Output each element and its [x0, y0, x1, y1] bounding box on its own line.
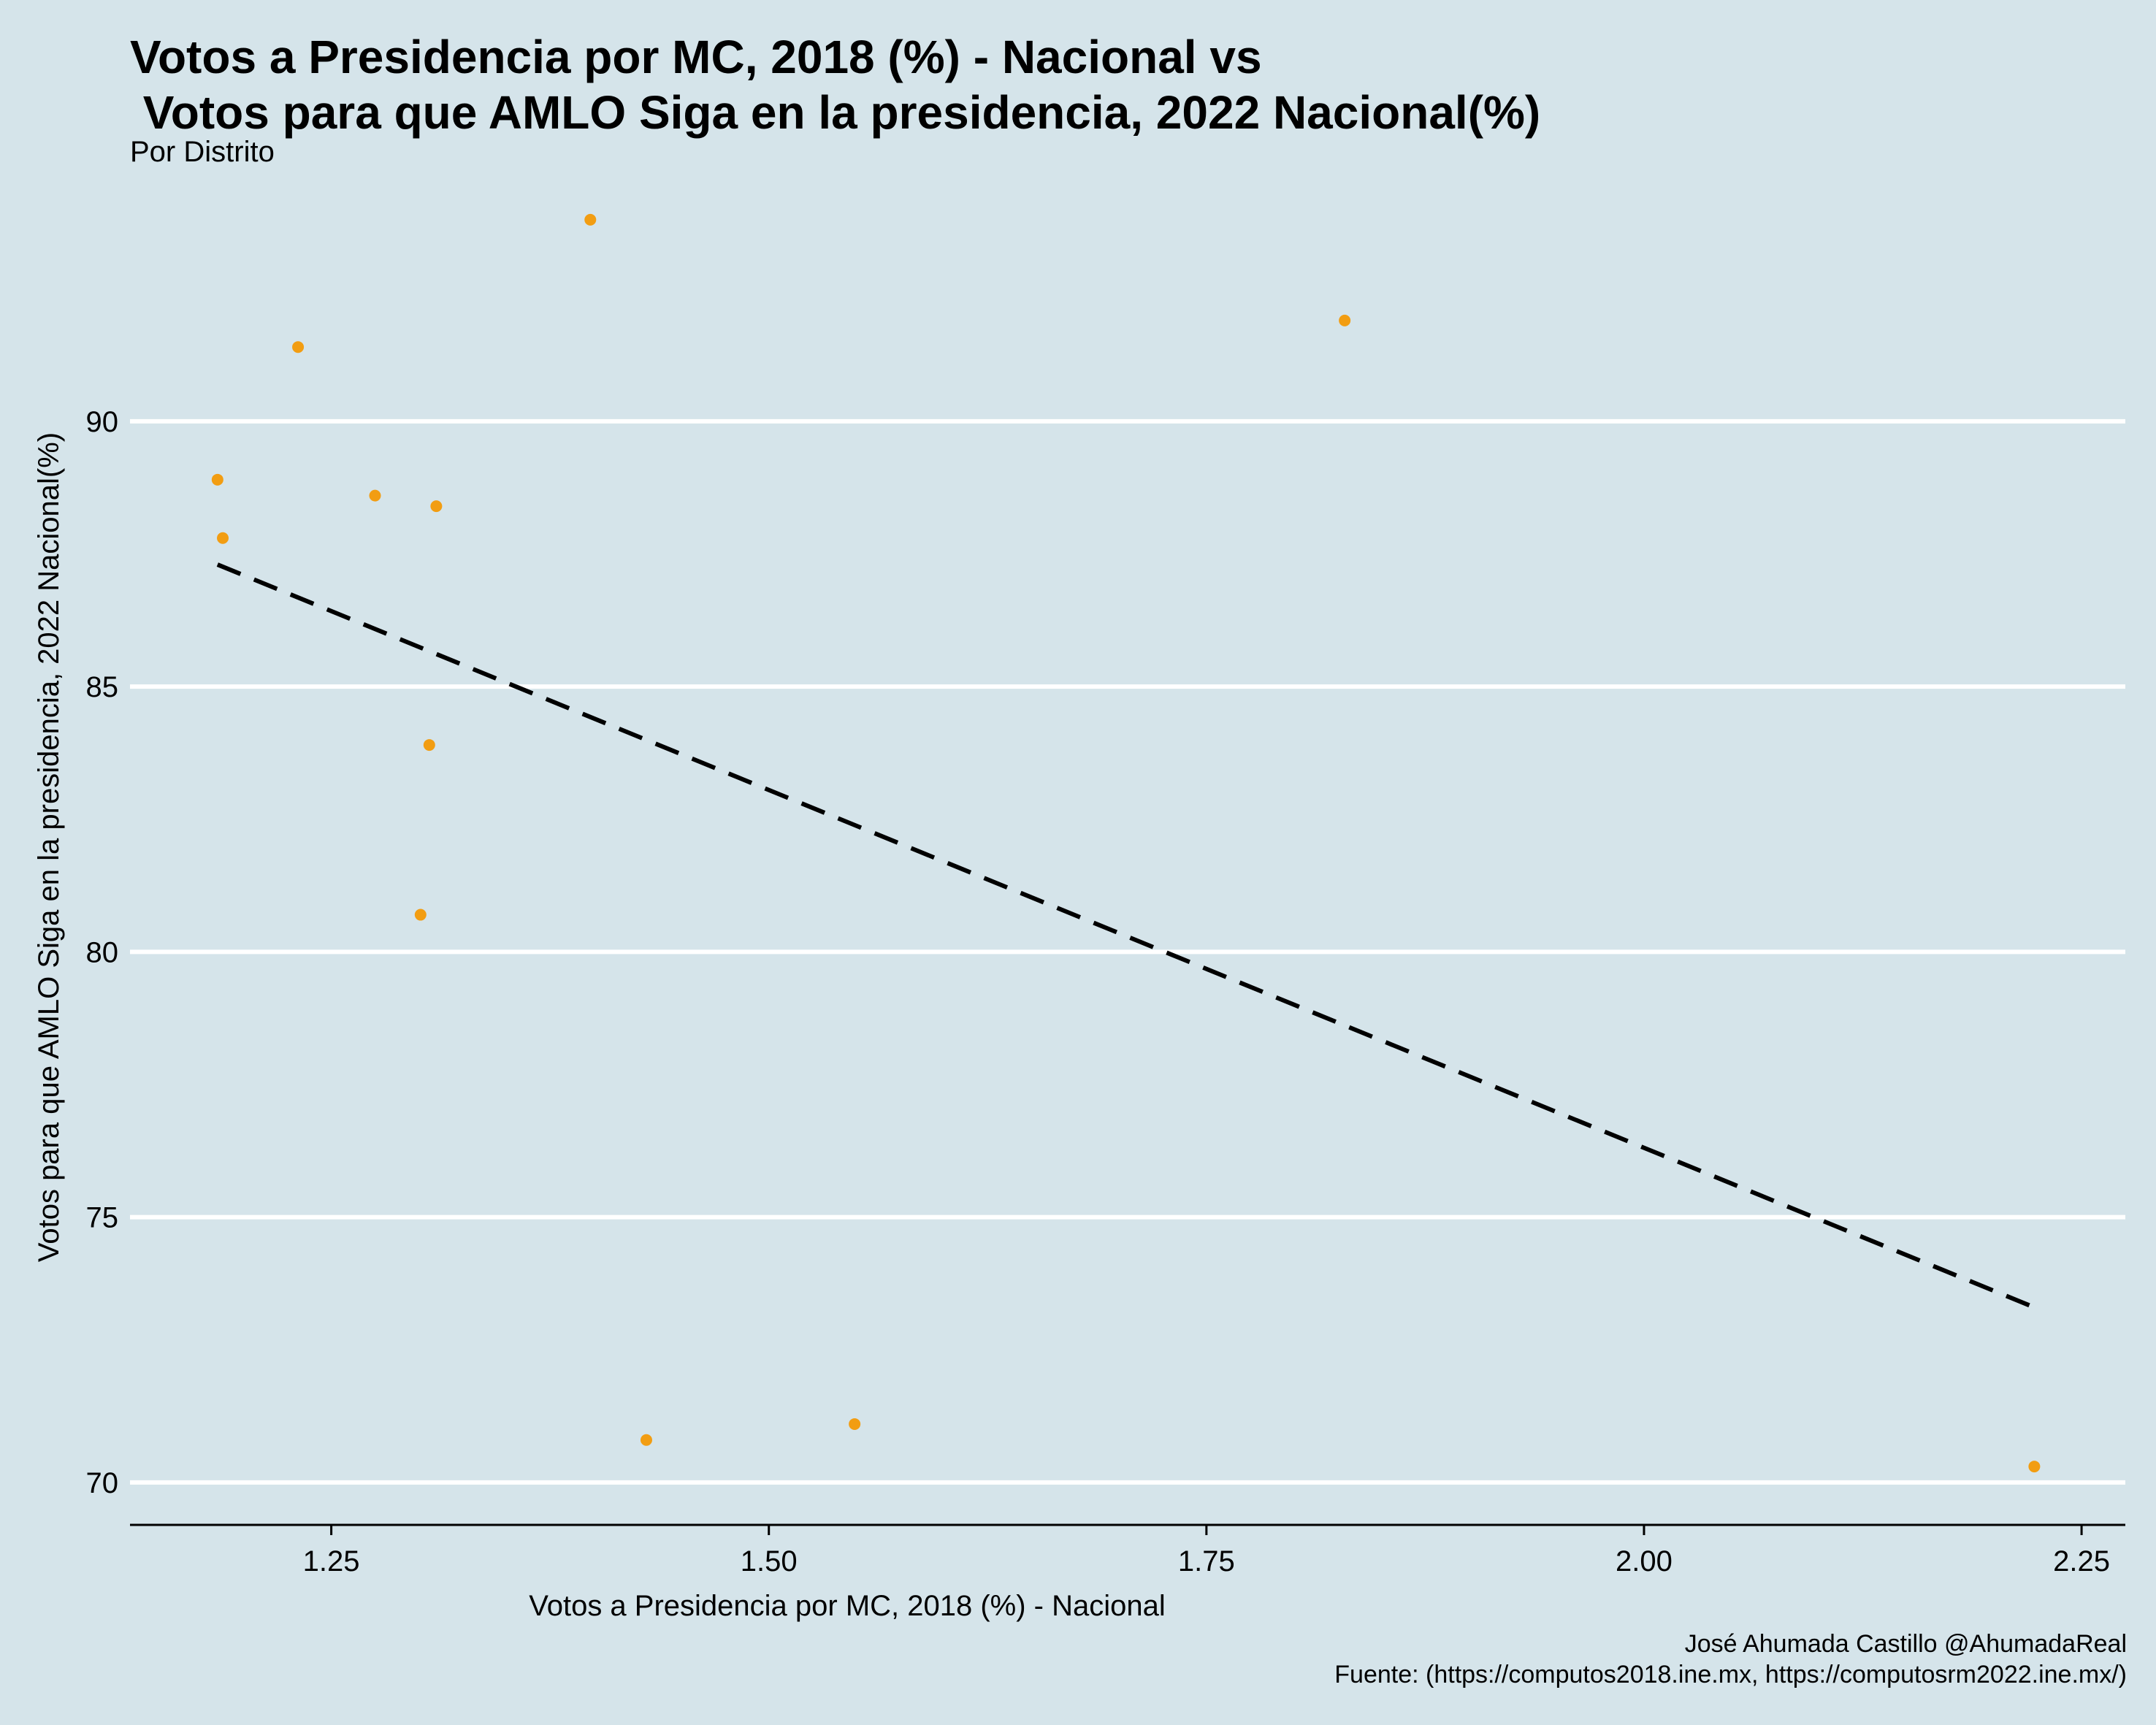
data-point	[423, 739, 435, 751]
chart-subtitle: Por Distrito	[130, 136, 275, 168]
data-point	[211, 473, 223, 486]
y-tick-label: 80	[86, 936, 119, 968]
y-tick-label: 85	[86, 671, 119, 703]
x-axis: 1.25 1.50 1.75 2.00 2.25	[130, 1523, 2125, 1577]
x-tick-label: 2.25	[2053, 1545, 2110, 1577]
chart-title: Votos a Presidencia por MC, 2018 (%) - N…	[130, 31, 1541, 139]
data-point	[1339, 314, 1351, 326]
grid-lines	[130, 418, 2125, 1485]
trend-line-group	[216, 562, 2035, 1309]
data-point	[849, 1418, 861, 1430]
caption-author: José Ahumada Castillo @AhumadaReal	[1684, 1630, 2127, 1658]
data-point	[414, 909, 427, 921]
x-tick-label: 2.00	[1616, 1545, 1673, 1577]
y-tick-label: 75	[86, 1202, 119, 1234]
data-point	[640, 1434, 652, 1446]
trend-line	[216, 562, 2035, 1309]
x-tick-label: 1.25	[303, 1545, 360, 1577]
data-points	[211, 213, 2041, 1473]
caption-source: Fuente: (https://computos2018.ine.mx, ht…	[1334, 1661, 2127, 1688]
data-point	[430, 500, 443, 513]
data-point	[217, 532, 229, 544]
y-axis-label: Votos para que AMLO Siga en la presidenc…	[33, 432, 65, 1262]
data-point	[369, 489, 381, 502]
x-axis-label: Votos a Presidencia por MC, 2018 (%) - N…	[529, 1590, 1166, 1622]
y-tick-label: 90	[86, 406, 119, 438]
x-tick-label: 1.50	[741, 1545, 798, 1577]
x-tick-label: 1.75	[1178, 1545, 1235, 1577]
y-tick-label: 70	[86, 1467, 119, 1499]
data-point	[2028, 1461, 2041, 1473]
data-point	[584, 213, 597, 226]
caption: José Ahumada Castillo @AhumadaReal Fuent…	[1334, 1629, 2127, 1690]
data-point	[292, 341, 305, 353]
y-axis: 70 75 80 85 90	[86, 406, 119, 1499]
